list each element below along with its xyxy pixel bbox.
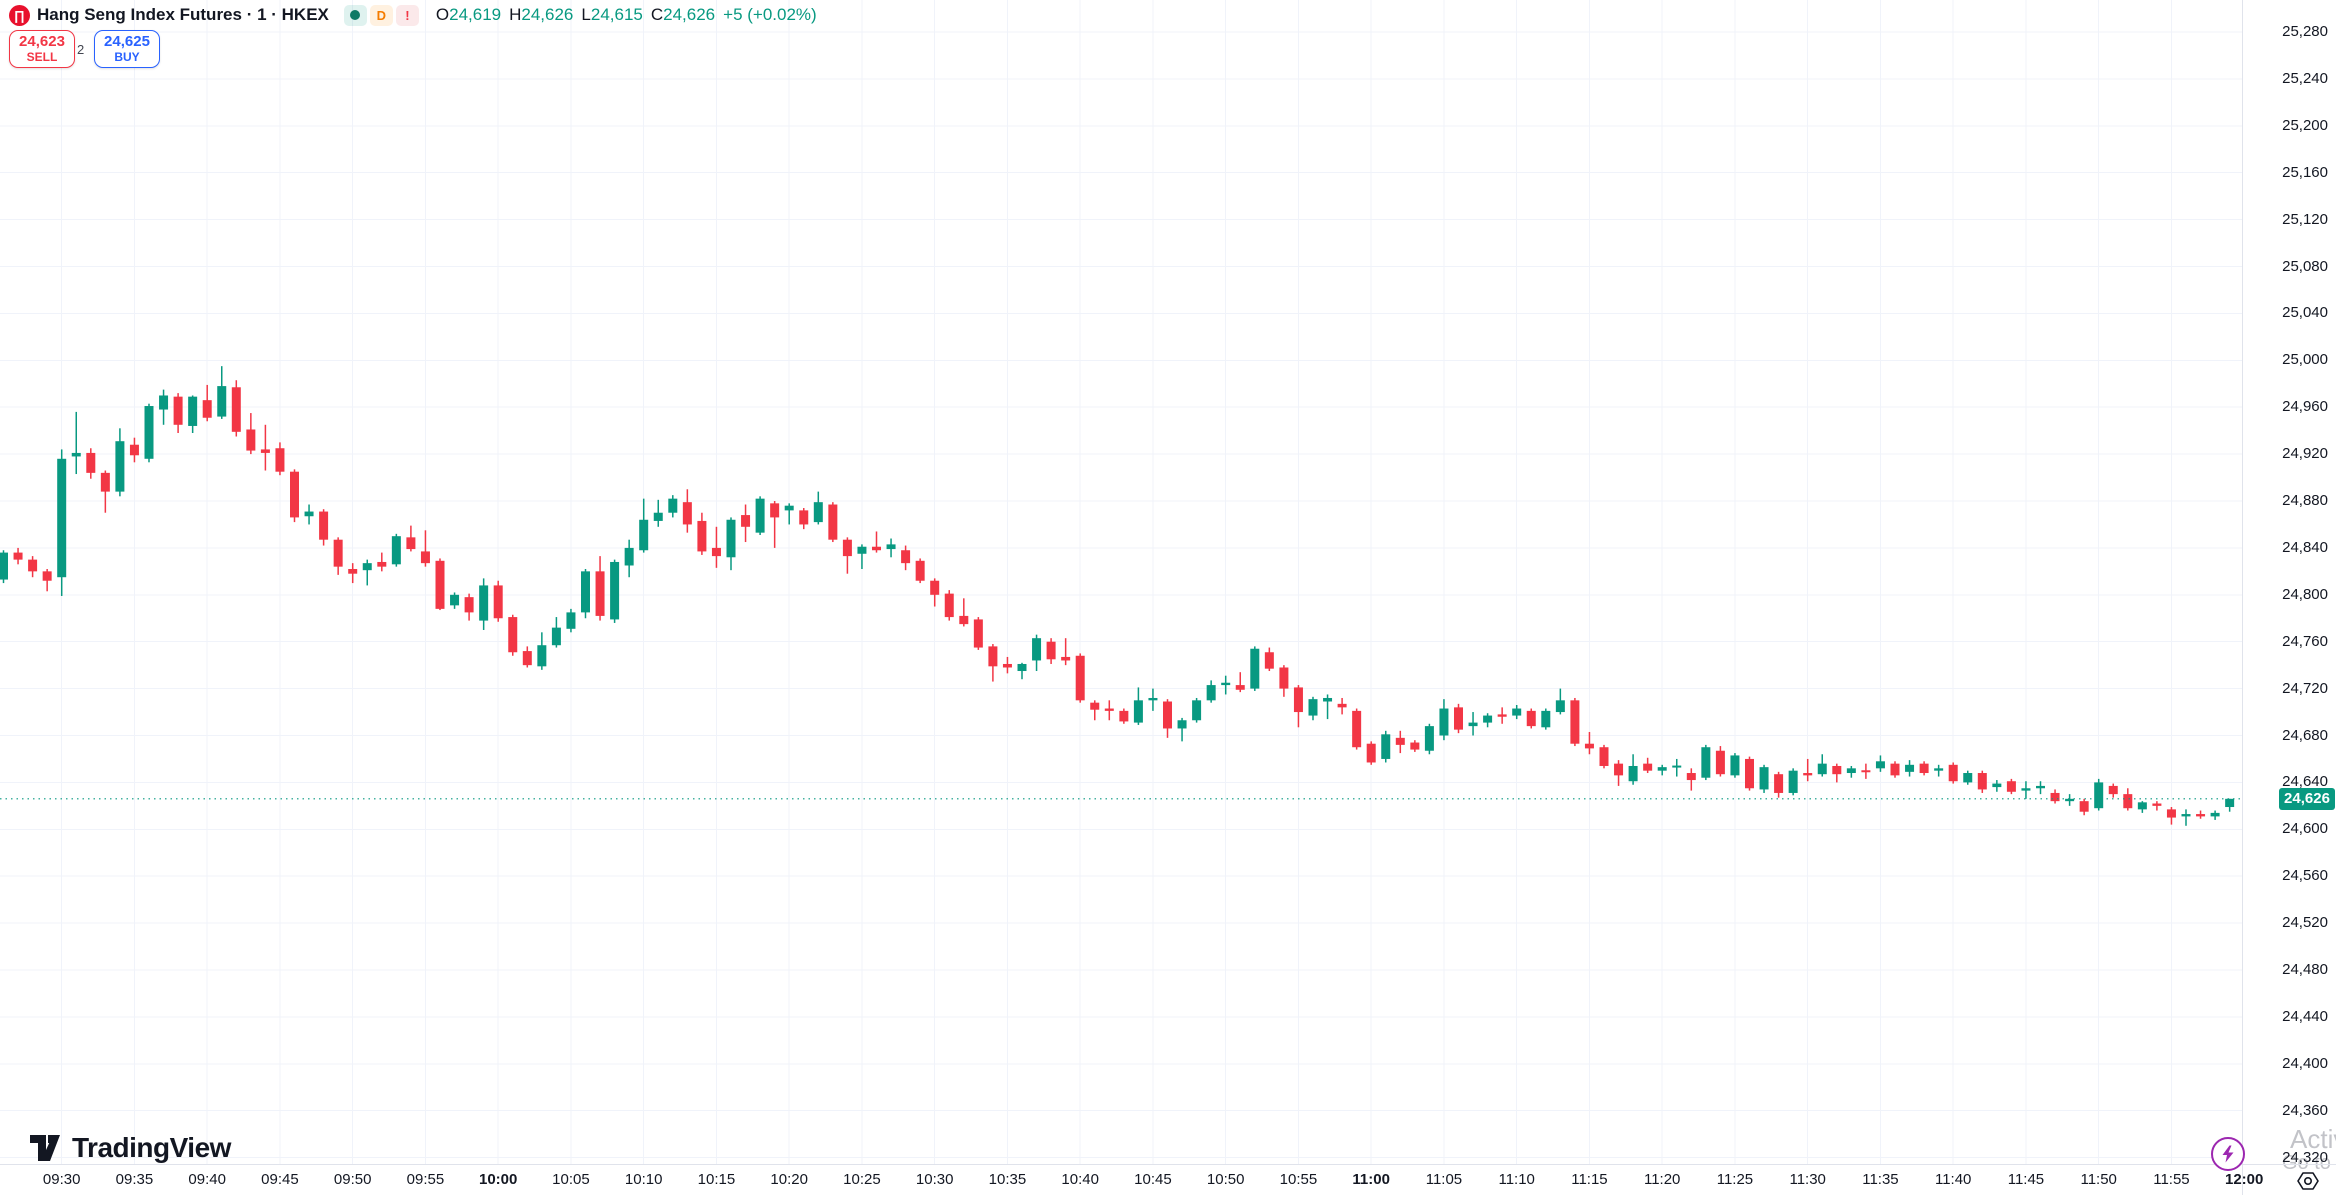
time-axis-tick: 10:10: [624, 1171, 663, 1188]
tradingview-logo-text: TradingView: [72, 1132, 231, 1163]
time-axis-tick: 11:50: [2080, 1171, 2117, 1188]
price-axis-tick: 24,560: [2282, 867, 2328, 885]
time-axis-tick: 10:50: [1206, 1171, 1245, 1188]
time-axis-tick: 10:20: [770, 1171, 808, 1188]
price-axis-tick: 24,760: [2282, 632, 2328, 650]
time-axis-tick: 10:30: [915, 1171, 954, 1188]
time-axis-tick: 09:50: [333, 1171, 372, 1188]
price-axis-tick: 24,360: [2282, 1101, 2328, 1119]
high-label: H: [509, 5, 522, 24]
time-axis-tick: 11:30: [1789, 1171, 1826, 1188]
tradingview-mark-icon: [30, 1135, 60, 1161]
time-axis-tick: 11:15: [1571, 1171, 1608, 1188]
time-axis-tick: 10:25: [843, 1171, 881, 1188]
time-axis-tick: 10:00: [479, 1171, 518, 1188]
price-axis-tick: 25,160: [2282, 163, 2328, 181]
price-axis-tick: 24,400: [2282, 1054, 2328, 1072]
time-axis-tick: 10:15: [697, 1171, 736, 1188]
chart-legend[interactable]: ∏ Hang Seng Index Futures · 1 · HKEX D !…: [9, 3, 817, 27]
time-axis-tick: 09:45: [261, 1171, 299, 1188]
low-value: 24,615: [590, 5, 643, 24]
price-axis-separator: [2242, 0, 2243, 1195]
price-axis-tick: 24,720: [2282, 679, 2328, 697]
time-axis-tick: 10:55: [1279, 1171, 1318, 1188]
price-axis-tick: 24,320: [2282, 1148, 2328, 1166]
price-axis-tick: 24,960: [2282, 398, 2328, 416]
sell-button[interactable]: 24,623 SELL: [9, 30, 75, 68]
open-value: 24,619: [449, 5, 502, 24]
symbol-title[interactable]: Hang Seng Index Futures · 1 · HKEX: [37, 5, 329, 24]
low-label: L: [581, 5, 591, 24]
time-axis-tick: 12:00: [2225, 1171, 2264, 1188]
time-axis-tick: 10:40: [1061, 1171, 1099, 1188]
market-open-dot-icon[interactable]: [343, 4, 367, 26]
price-axis-tick: 25,200: [2282, 116, 2328, 134]
last-price-label: 24,626: [2279, 787, 2335, 810]
spread-value: 2: [77, 42, 85, 57]
axis-settings-button[interactable]: [2297, 1170, 2319, 1192]
change-value: +5 (+0.02%): [723, 5, 817, 24]
buy-price: 24,625: [104, 33, 150, 51]
ohlc-readout: O 24,619 H 24,626 L 24,615 C 24,626 +5 (+0.0…: [436, 5, 817, 25]
time-axis-tick: 10:45: [1134, 1171, 1172, 1188]
price-axis-tick: 25,120: [2282, 210, 2328, 228]
instant-trading-button[interactable]: [2211, 1137, 2245, 1171]
delayed-data-icon[interactable]: D: [369, 4, 393, 26]
data-alert-icon[interactable]: !: [395, 4, 419, 26]
price-axis-tick: 24,920: [2282, 445, 2328, 463]
lightning-icon: [2222, 1145, 2234, 1163]
activate-watermark-line1: Activa: [2290, 1124, 2336, 1154]
time-axis-tick: 11:05: [1425, 1171, 1463, 1188]
time-axis-tick: 11:40: [1934, 1171, 1972, 1188]
time-axis-tick: 09:55: [406, 1171, 445, 1188]
close-label: C: [650, 5, 664, 24]
price-axis-tick: 24,840: [2282, 538, 2328, 556]
price-axis-tick: 25,240: [2282, 69, 2328, 87]
market-status-chips[interactable]: D !: [343, 4, 419, 26]
sell-price: 24,623: [19, 33, 65, 51]
price-axis-tick: 24,440: [2282, 1007, 2328, 1025]
time-axis-tick: 11:35: [1862, 1171, 1899, 1188]
time-axis-tick: 09:35: [115, 1171, 154, 1188]
buy-label: BUY: [114, 49, 140, 64]
symbol-logo-icon: ∏: [9, 4, 30, 26]
gear-icon: [2297, 1172, 2319, 1190]
open-label: O: [435, 5, 450, 24]
time-axis-tick: 10:35: [988, 1171, 1027, 1188]
price-axis-tick: 24,640: [2282, 773, 2328, 791]
time-axis-tick: 11:10: [1498, 1171, 1535, 1188]
time-axis-tick: 11:45: [2007, 1171, 2045, 1188]
price-axis-tick: 25,280: [2282, 23, 2328, 40]
time-axis-tick: 11:55: [2153, 1171, 2190, 1188]
close-value: 24,626: [663, 5, 716, 24]
high-value: 24,626: [521, 5, 574, 24]
price-axis-tick: 24,680: [2282, 726, 2328, 744]
price-axis-tick: 24,880: [2282, 492, 2328, 509]
price-axis-tick: 25,000: [2282, 351, 2328, 369]
time-axis-tick: 11:00: [1352, 1171, 1390, 1188]
sell-label: SELL: [26, 49, 58, 64]
price-axis-tick: 24,800: [2282, 585, 2328, 603]
tradingview-logo[interactable]: TradingView: [28, 1131, 231, 1165]
buy-button[interactable]: 24,625 BUY: [94, 30, 160, 68]
activate-watermark-line2: Go to Se: [2282, 1152, 2336, 1174]
price-axis-tick: 25,080: [2282, 257, 2328, 275]
price-axis-tick: 24,520: [2282, 914, 2328, 932]
time-axis-tick: 09:40: [188, 1171, 226, 1188]
price-axis-tick: 24,480: [2282, 961, 2328, 978]
time-axis-separator: [0, 1164, 2336, 1165]
price-axis-tick: 24,600: [2282, 820, 2328, 838]
price-axis-tick: 25,040: [2282, 304, 2328, 322]
time-axis-tick: 09:30: [42, 1171, 81, 1188]
time-axis-tick: 11:20: [1643, 1171, 1681, 1188]
time-axis-tick: 11:25: [1716, 1171, 1754, 1188]
time-axis-tick: 10:05: [552, 1171, 590, 1188]
